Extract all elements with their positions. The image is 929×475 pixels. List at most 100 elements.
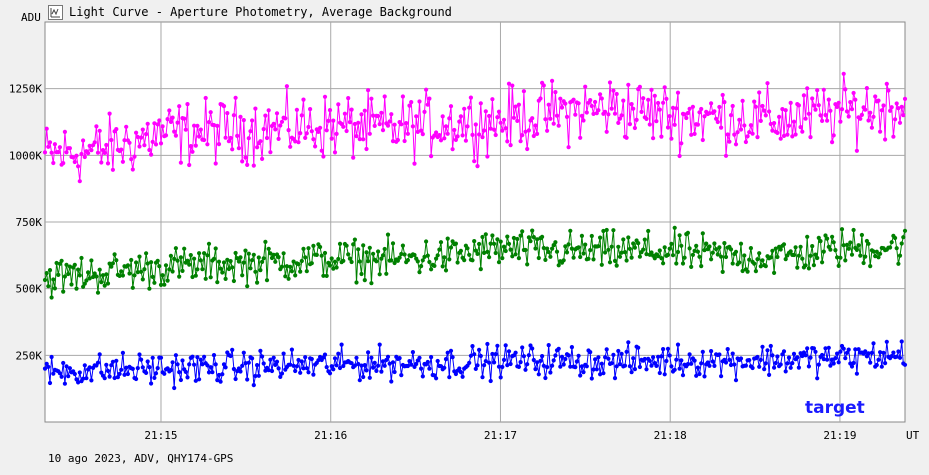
data-point [513,252,518,257]
data-point [145,359,150,364]
data-point [74,153,79,158]
data-point [548,116,553,121]
data-point [95,360,101,365]
data-point [268,251,273,256]
data-point [488,126,493,131]
data-point [747,358,752,363]
data-point [147,286,152,291]
data-point [609,361,614,366]
data-point [803,116,808,121]
data-point [545,128,550,133]
data-point [400,94,405,99]
data-point [661,261,666,266]
data-point [757,364,762,369]
data-point [178,377,183,383]
data-point [215,280,220,285]
data-point [130,366,135,371]
data-point [465,124,470,129]
data-point [427,366,432,371]
data-point [740,268,745,274]
data-point [119,269,124,274]
data-point [750,365,755,371]
data-point [692,358,697,363]
data-point [274,111,280,116]
data-point [253,269,258,274]
data-point [420,132,425,137]
data-point [453,241,458,246]
data-point [651,355,656,360]
data-point [167,267,172,272]
data-point [830,234,835,239]
data-point [730,261,735,266]
data-point [167,108,172,113]
data-point [523,129,528,134]
data-point [457,366,462,371]
data-point [371,365,376,370]
data-point [715,119,720,125]
data-point [783,257,788,262]
data-point [854,371,860,376]
data-point [510,83,515,88]
data-point [546,250,551,255]
data-point [76,267,81,272]
footer-info: 10 ago 2023, ADV, QHY174-GPS [48,452,234,465]
data-point [881,103,886,108]
data-point [760,103,765,109]
data-point [866,118,871,123]
data-point [810,244,815,249]
data-point [417,99,422,104]
data-point [87,143,92,148]
data-point [402,252,407,257]
data-point [672,122,677,127]
data-point [826,97,831,102]
data-point [685,230,691,235]
data-point [709,101,714,106]
data-point [329,256,334,261]
data-point [515,118,520,123]
data-point [897,355,903,360]
data-point [185,102,190,107]
data-point [472,239,477,244]
data-point [238,255,243,260]
data-point [579,233,585,238]
series-line [44,227,906,298]
data-point [284,264,289,269]
data-point [158,141,164,146]
data-point [380,253,386,258]
data-point [100,273,106,278]
data-point [894,101,899,106]
data-point [442,136,447,141]
data-point [152,375,157,380]
data-point [241,350,246,355]
data-point [472,159,477,164]
data-point [621,98,626,103]
data-point [838,349,843,354]
data-point [240,273,245,278]
data-point [511,115,516,120]
data-point [830,140,835,145]
data-point [117,371,122,376]
data-point [553,240,558,245]
data-point [137,144,142,149]
data-point [621,237,626,242]
data-point [843,258,848,263]
data-point [144,251,149,256]
data-point [516,102,522,107]
data-point [506,241,512,246]
data-point [231,113,236,118]
data-point [733,249,739,254]
data-point [235,133,240,138]
data-point [223,135,228,140]
data-point [863,107,868,112]
data-point [301,97,306,102]
data-point [455,260,460,265]
data-point [578,135,583,140]
data-point [801,93,807,98]
data-point [281,351,286,356]
data-point [535,131,540,136]
data-point [490,233,495,238]
data-point [329,364,334,369]
data-point [680,373,686,378]
data-point [376,113,381,119]
